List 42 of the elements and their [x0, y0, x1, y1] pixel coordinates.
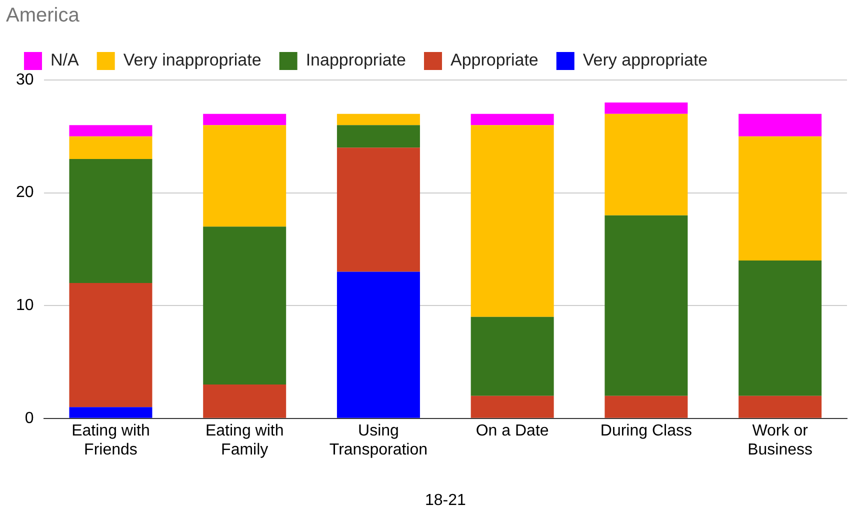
bar — [69, 407, 152, 418]
bar — [470, 396, 554, 418]
chart-title: America — [6, 4, 80, 27]
y-tick-label: 30 — [16, 71, 34, 88]
bar — [738, 114, 822, 136]
x-tick-label: On a Date — [476, 422, 549, 440]
bar — [336, 148, 420, 272]
bar — [604, 396, 688, 418]
bar — [336, 272, 420, 418]
bar — [69, 136, 152, 159]
bar — [69, 158, 152, 284]
legend-label: N/A — [50, 50, 80, 70]
bar — [604, 102, 688, 114]
x-axis-title: 18-21 — [424, 492, 466, 509]
bar — [69, 125, 152, 136]
bar — [203, 384, 286, 418]
x-tick-label: During Class — [600, 422, 692, 440]
y-tick-label: 0 — [24, 410, 34, 427]
bar — [604, 215, 688, 396]
bar — [604, 114, 688, 216]
legend-label: Very appropriate — [582, 50, 708, 70]
y-tick-label: 20 — [16, 184, 34, 202]
legend-label: Appropriate — [450, 50, 538, 70]
bar — [470, 125, 554, 317]
bar — [738, 396, 822, 418]
x-tick-label: Eating with Friends — [72, 422, 150, 459]
bar — [738, 260, 822, 396]
bar — [470, 316, 554, 396]
x-tick-label: Work or Business — [748, 422, 813, 459]
legend-label: Very inappropriate — [123, 50, 262, 70]
y-tick-label: 10 — [16, 297, 34, 314]
bar — [203, 226, 286, 385]
bar — [470, 114, 554, 126]
bar — [203, 125, 286, 227]
bar — [336, 125, 420, 148]
bar — [69, 283, 152, 408]
bar — [203, 114, 286, 126]
legend-label: Inappropriate — [306, 50, 406, 70]
bar — [336, 114, 420, 126]
bar — [738, 136, 822, 260]
x-tick-label: Using Transporation — [329, 422, 428, 459]
x-tick-label: Eating with Family — [205, 422, 284, 459]
